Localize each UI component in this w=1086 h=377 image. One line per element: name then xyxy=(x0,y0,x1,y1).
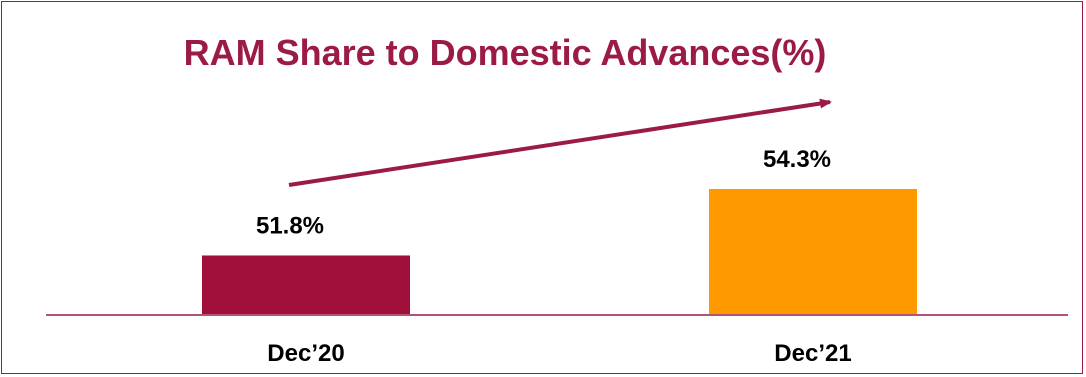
trend-arrow xyxy=(288,98,832,187)
chart-title: RAM Share to Domestic Advances(%) xyxy=(183,32,827,73)
x-tick-label-2: Dec’21 xyxy=(774,340,851,367)
bar-2 xyxy=(709,188,917,314)
x-tick-label-1: Dec’20 xyxy=(267,340,344,367)
bar-1 xyxy=(202,255,410,314)
data-label-1: 51.8% xyxy=(256,212,324,239)
data-label-2: 54.3% xyxy=(763,146,831,173)
